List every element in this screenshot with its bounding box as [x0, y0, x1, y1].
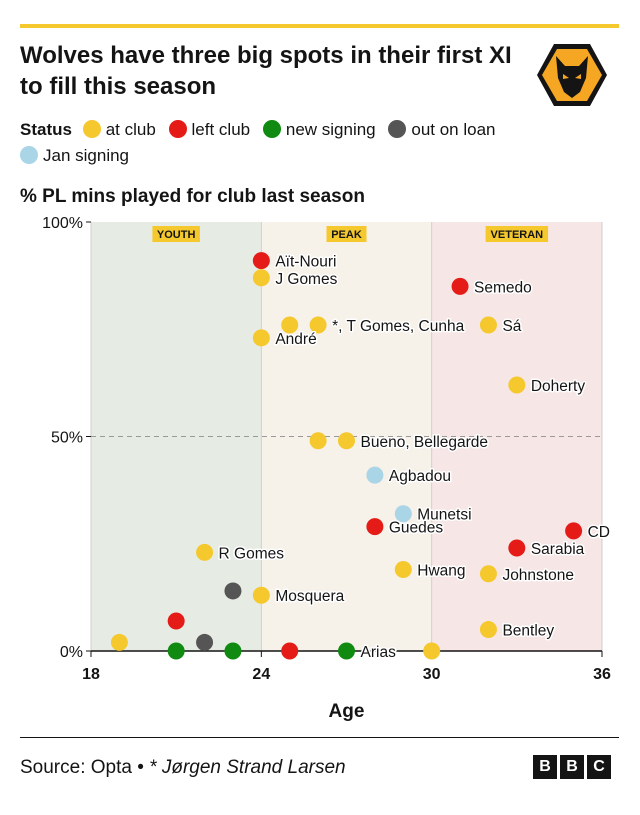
zone-label: YOUTH: [157, 229, 196, 241]
zone-label: PEAK: [331, 229, 362, 241]
y-tick-label: 0%: [60, 644, 83, 661]
point-label: CD: [588, 524, 610, 541]
legend-item-jan-signing: Jan signing: [20, 143, 129, 169]
data-point: [252, 586, 270, 604]
legend-swatch: [82, 120, 101, 138]
data-point: [508, 539, 526, 557]
x-tick-label: 30: [423, 666, 441, 683]
data-point: [479, 621, 497, 639]
data-point: [394, 560, 412, 578]
data-point: [451, 277, 469, 295]
point-label: *, T Gomes, Cunha: [332, 318, 464, 335]
legend-label: new signing: [285, 120, 376, 139]
point-label: Sá: [502, 318, 521, 335]
data-point: [224, 582, 242, 600]
zone-label-bg: [152, 226, 200, 242]
point-label: André: [275, 331, 316, 348]
data-point: [196, 543, 214, 561]
data-point: [167, 612, 185, 630]
data-point: [309, 432, 327, 450]
data-point: [366, 518, 384, 536]
point-label: Hwang: [417, 562, 465, 579]
bbc-logo-letter: B: [560, 755, 584, 779]
legend-label: out on loan: [411, 120, 496, 139]
point-label: Bueno, Bellegarde: [361, 434, 489, 451]
data-point: [508, 376, 526, 394]
legend: Status at club left club new signing out…: [20, 117, 600, 169]
data-point: [196, 633, 214, 651]
legend-swatch: [20, 146, 38, 164]
legend-label: at club: [105, 120, 156, 139]
point-label: Johnstone: [502, 567, 574, 584]
zone-label-bg: [485, 226, 549, 242]
source-text: Source: Opta: [20, 757, 132, 778]
point-label: Guedes: [389, 520, 444, 537]
zone-label-bg: [326, 226, 367, 242]
legend-label: Jan signing: [43, 146, 130, 165]
x-tick-label: 24: [252, 666, 270, 683]
point-label: Sarabia: [531, 541, 585, 558]
data-point: [565, 522, 583, 540]
point-label: Munetsi: [417, 507, 471, 524]
data-point: [281, 316, 299, 334]
legend-item-at-club: at club: [82, 117, 156, 143]
data-point: [252, 329, 270, 347]
legend-swatch: [168, 120, 187, 138]
x-tick-label: 18: [82, 666, 100, 683]
source-separator: •: [131, 757, 150, 778]
data-point: [394, 505, 412, 523]
data-point: [479, 316, 497, 334]
data-point: [479, 565, 497, 583]
chart-title: Wolves have three big spots in their fir…: [20, 42, 512, 100]
top-accent-bar: [20, 24, 619, 28]
data-point: [366, 466, 384, 484]
source-note: * Jørgen Strand Larsen: [149, 757, 346, 778]
bbc-logo-letter: B: [533, 755, 557, 779]
footer-divider: [20, 737, 619, 738]
chart-subtitle: % PL mins played for club last season: [20, 186, 365, 207]
zone-label: VETERAN: [491, 229, 544, 241]
legend-item-new-signing: new signing: [262, 117, 376, 143]
wolf-head-icon: [537, 44, 607, 106]
point-label: Semedo: [474, 279, 532, 296]
point-label: Arias: [361, 644, 397, 661]
source-line: Source: Opta • * Jørgen Strand Larsen: [20, 757, 346, 779]
x-axis-title: Age: [329, 701, 365, 722]
legend-title: Status: [20, 120, 72, 139]
y-tick-label: 100%: [42, 215, 83, 232]
point-label: Bentley: [502, 623, 554, 640]
data-point: [309, 316, 327, 334]
data-point: [224, 642, 242, 660]
legend-swatch: [262, 120, 281, 138]
data-point: [338, 642, 355, 660]
x-tick-label: 36: [593, 666, 611, 683]
point-label: Doherty: [531, 378, 586, 395]
data-point: [423, 642, 441, 660]
legend-label: left club: [191, 120, 251, 139]
data-point: [252, 252, 270, 270]
data-point: [338, 432, 355, 450]
bbc-logo-letter: C: [587, 755, 611, 779]
point-label: Aït-Nouri: [275, 254, 336, 271]
legend-item-out-on-loan: out on loan: [388, 117, 496, 143]
point-label: R Gomes: [219, 545, 285, 562]
point-label: Mosquera: [275, 588, 344, 605]
data-point: [167, 642, 185, 660]
y-tick-label: 50%: [51, 430, 83, 447]
data-point: [110, 633, 128, 651]
legend-swatch: [388, 120, 407, 138]
point-label: J Gomes: [275, 271, 337, 288]
point-label: Agbadou: [389, 468, 451, 485]
data-point: [252, 269, 270, 287]
scatter-chart: YOUTH PEAK VETERAN 0% 50% 100% 18 24 30 36 Age Aït-…: [42, 215, 611, 722]
data-point: [281, 642, 299, 660]
legend-item-left-club: left club: [168, 117, 251, 143]
